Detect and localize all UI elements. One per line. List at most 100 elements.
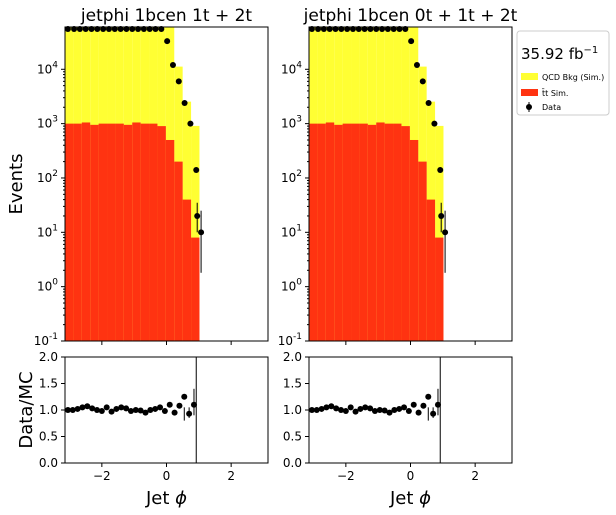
ratio-point <box>405 408 412 415</box>
legend-ttbar-swatch <box>521 89 538 96</box>
legend-data-marker <box>526 104 532 110</box>
ratio-point <box>376 407 383 413</box>
ratio-point <box>342 408 349 415</box>
ratio-point <box>161 408 168 415</box>
legend-entry-label: t̄t Sim. <box>541 88 568 98</box>
ratio-point <box>181 393 188 400</box>
panel-title: jetphi 1bcen 1t + 2t <box>80 6 252 26</box>
ratio-point <box>123 405 130 412</box>
main-panel-1: 10-1 100 101 102 103 104 jetphi 1bcen 1t + 2t E… <box>6 6 269 348</box>
data-point <box>437 167 444 174</box>
ratio-point <box>386 409 393 416</box>
x-axis-label: Jet ϕ <box>145 488 187 509</box>
ratio-point <box>367 405 374 412</box>
x-tick-label: 0 <box>407 469 415 483</box>
data-point <box>408 38 415 45</box>
ratio-point <box>64 407 71 413</box>
ttbar-bar <box>342 123 352 342</box>
ratio-point <box>371 408 378 415</box>
y-tick-label: 10-1 <box>278 332 302 348</box>
ttbar-bar <box>65 123 74 342</box>
ttbar-bar <box>140 123 150 342</box>
ratio-point <box>142 409 149 416</box>
y-tick-label: 101 <box>281 223 302 239</box>
ttbar-bar <box>73 123 82 342</box>
ttbar-bar <box>107 123 116 342</box>
data-point <box>431 120 438 127</box>
legend-entry-label: Data <box>542 103 561 112</box>
ttbar-bar <box>115 123 124 342</box>
y-axis-label: Events <box>6 154 27 215</box>
legend-qcd-swatch <box>521 73 538 80</box>
data-point <box>438 212 445 219</box>
data-point <box>175 78 182 85</box>
ttbar-bar <box>351 123 360 342</box>
ratio-point <box>74 405 81 412</box>
y-tick-label: 104 <box>281 60 302 76</box>
data-point <box>187 120 194 127</box>
ratio-point <box>171 409 178 416</box>
ttbar-bar <box>132 122 141 341</box>
ttbar-bar <box>426 199 436 341</box>
y-tick-label: 1.0 <box>39 403 58 417</box>
ttbar-bar <box>401 126 410 341</box>
ratio-point <box>166 401 173 408</box>
ttbar-bar <box>174 161 183 341</box>
y-tick-label: 103 <box>37 115 58 131</box>
x-tick-label: 0 <box>163 469 171 483</box>
ratio-point <box>333 405 340 412</box>
ratio-point <box>401 404 408 411</box>
ttbar-bar <box>157 126 166 341</box>
y-tick-label: 2.0 <box>39 350 58 364</box>
main-panel-2: 10-1 100 101 102 103 104 jetphi 1bcen 0t + 1t … <box>278 6 518 348</box>
data-point <box>193 167 200 174</box>
ratio-point <box>147 407 154 413</box>
data-point <box>419 78 426 85</box>
ratio-point <box>328 403 335 410</box>
data-point <box>164 38 171 45</box>
ratio-point <box>94 407 101 413</box>
ttbar-bar <box>165 139 175 341</box>
x-tick-label: −2 <box>93 469 111 483</box>
ratio-point <box>98 408 105 415</box>
y-tick-label: 104 <box>37 60 58 76</box>
y-tick-label: 0.5 <box>39 430 58 444</box>
ratio-panel-2: 0.0 0.5 1.0 1.5 2.0 −2 0 2 Jet ϕ <box>283 350 513 509</box>
ratio-point <box>127 408 134 415</box>
data-point <box>194 212 201 219</box>
ratio-point <box>338 407 345 413</box>
ttbar-bar <box>90 124 99 341</box>
ratio-point <box>347 404 354 411</box>
ratio-point <box>410 401 417 408</box>
y-tick-label: 1.5 <box>283 377 302 391</box>
data-point <box>413 61 420 68</box>
y-tick-label: 2.0 <box>283 350 302 364</box>
ratio-point <box>69 407 76 413</box>
panel-title: jetphi 1bcen 0t + 1t + 2t <box>303 6 518 26</box>
ratio-point <box>318 405 325 412</box>
x-tick-label: 2 <box>471 469 479 483</box>
ttbar-bar <box>359 123 368 342</box>
ratio-point <box>323 404 330 411</box>
ratio-point <box>108 408 115 415</box>
ratio-point <box>313 407 320 413</box>
ratio-point <box>391 407 398 413</box>
ttbar-bar <box>435 237 444 341</box>
ttbar-bar <box>309 123 318 342</box>
ratio-point <box>118 404 125 411</box>
ttbar-bar <box>334 124 343 341</box>
y-tick-label: 102 <box>281 169 302 185</box>
ratio-point <box>113 405 120 412</box>
ttbar-bar <box>317 123 326 342</box>
ratio-point <box>176 402 183 409</box>
x-tick-label: 2 <box>227 469 235 483</box>
y-tick-label: 10-1 <box>34 332 58 348</box>
ratio-point <box>84 403 91 410</box>
ttbar-bar <box>81 122 91 341</box>
y-axis-label: Data/MC <box>16 371 37 448</box>
ratio-point <box>362 404 369 411</box>
y-tick-label: 0.0 <box>39 456 58 470</box>
ratio-point <box>352 408 359 415</box>
y-tick-label: 0.5 <box>283 430 302 444</box>
ratio-point <box>308 407 315 413</box>
